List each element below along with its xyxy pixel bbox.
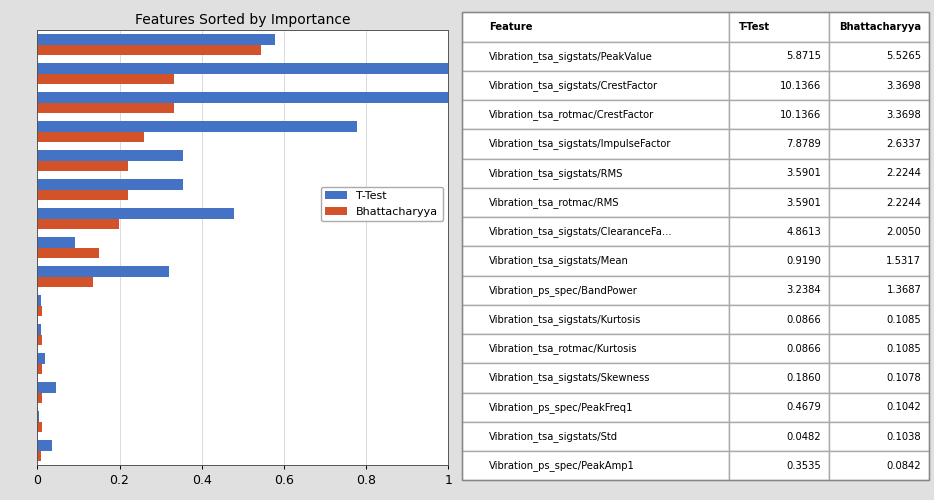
Bar xyxy=(37,440,51,450)
Bar xyxy=(37,450,41,460)
Bar xyxy=(37,160,128,170)
Bar xyxy=(37,276,92,286)
Bar xyxy=(37,364,42,374)
Bar xyxy=(37,422,42,432)
Bar xyxy=(37,132,144,141)
Bar xyxy=(37,412,39,422)
Legend: T-Test, Bhattacharyya: T-Test, Bhattacharyya xyxy=(320,187,443,221)
Bar xyxy=(37,218,119,228)
Bar xyxy=(37,150,183,160)
Bar xyxy=(37,64,448,74)
Title: Features Sorted by Importance: Features Sorted by Importance xyxy=(135,14,350,28)
Bar xyxy=(37,44,262,54)
Bar xyxy=(37,238,75,248)
Bar xyxy=(37,74,174,84)
Bar xyxy=(37,208,234,218)
Bar xyxy=(37,248,99,258)
Bar xyxy=(37,382,56,392)
Bar xyxy=(37,102,174,113)
Bar xyxy=(37,180,183,190)
Bar xyxy=(37,354,45,364)
Bar xyxy=(37,324,41,334)
Bar xyxy=(37,334,42,344)
Bar xyxy=(37,122,357,132)
Bar xyxy=(37,266,169,276)
Bar xyxy=(37,392,42,402)
Bar xyxy=(37,306,42,316)
Bar xyxy=(37,92,448,102)
Bar xyxy=(37,190,128,200)
Bar xyxy=(37,34,276,44)
Bar xyxy=(37,296,41,306)
